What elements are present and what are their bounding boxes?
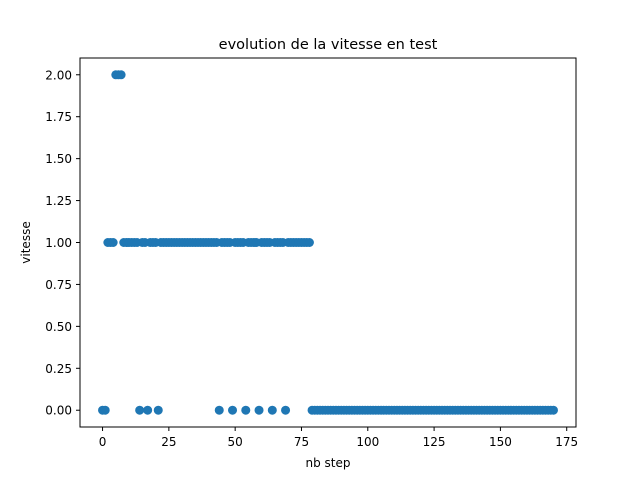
x-tick-label: 0 [99, 435, 107, 449]
x-tick-label: 150 [489, 435, 512, 449]
y-tick-label: 2.00 [45, 68, 72, 82]
data-point [214, 405, 224, 415]
x-tick-label: 100 [356, 435, 379, 449]
y-tick-label: 0.75 [45, 278, 72, 292]
data-point [281, 405, 291, 415]
y-tick-label: 1.25 [45, 194, 72, 208]
data-point [267, 405, 277, 415]
data-point [228, 405, 238, 415]
data-point [116, 70, 126, 80]
x-tick-label: 50 [228, 435, 243, 449]
data-point [153, 405, 163, 415]
x-tick-label: 25 [161, 435, 176, 449]
y-tick-label: 1.50 [45, 152, 72, 166]
y-tick-label: 0.25 [45, 362, 72, 376]
x-axis-ticks: 0 25 50 75 100 125 150 175 [99, 427, 578, 449]
data-point [241, 405, 251, 415]
y-tick-label: 0.00 [45, 404, 72, 418]
data-point [304, 238, 314, 247]
data-point [254, 405, 264, 415]
data-point [108, 238, 118, 247]
x-tick-label: 175 [555, 435, 578, 449]
data-points [98, 70, 558, 415]
y-axis-label: vitesse [19, 221, 33, 263]
data-point [100, 405, 110, 415]
y-tick-label: 1.75 [45, 110, 72, 124]
data-point [548, 405, 558, 415]
y-tick-label: 1.00 [45, 236, 72, 250]
data-point [143, 405, 153, 415]
chart-title: evolution de la vitesse en test [219, 37, 438, 53]
y-axis-ticks: 0.00 0.25 0.50 0.75 1.00 1.25 1.50 1.75 2.00 [45, 68, 80, 418]
x-axis-label: nb step [306, 456, 351, 470]
x-tick-label: 75 [294, 435, 309, 449]
y-tick-label: 0.50 [45, 320, 72, 334]
x-tick-label: 125 [423, 435, 446, 449]
data-point [135, 405, 145, 415]
